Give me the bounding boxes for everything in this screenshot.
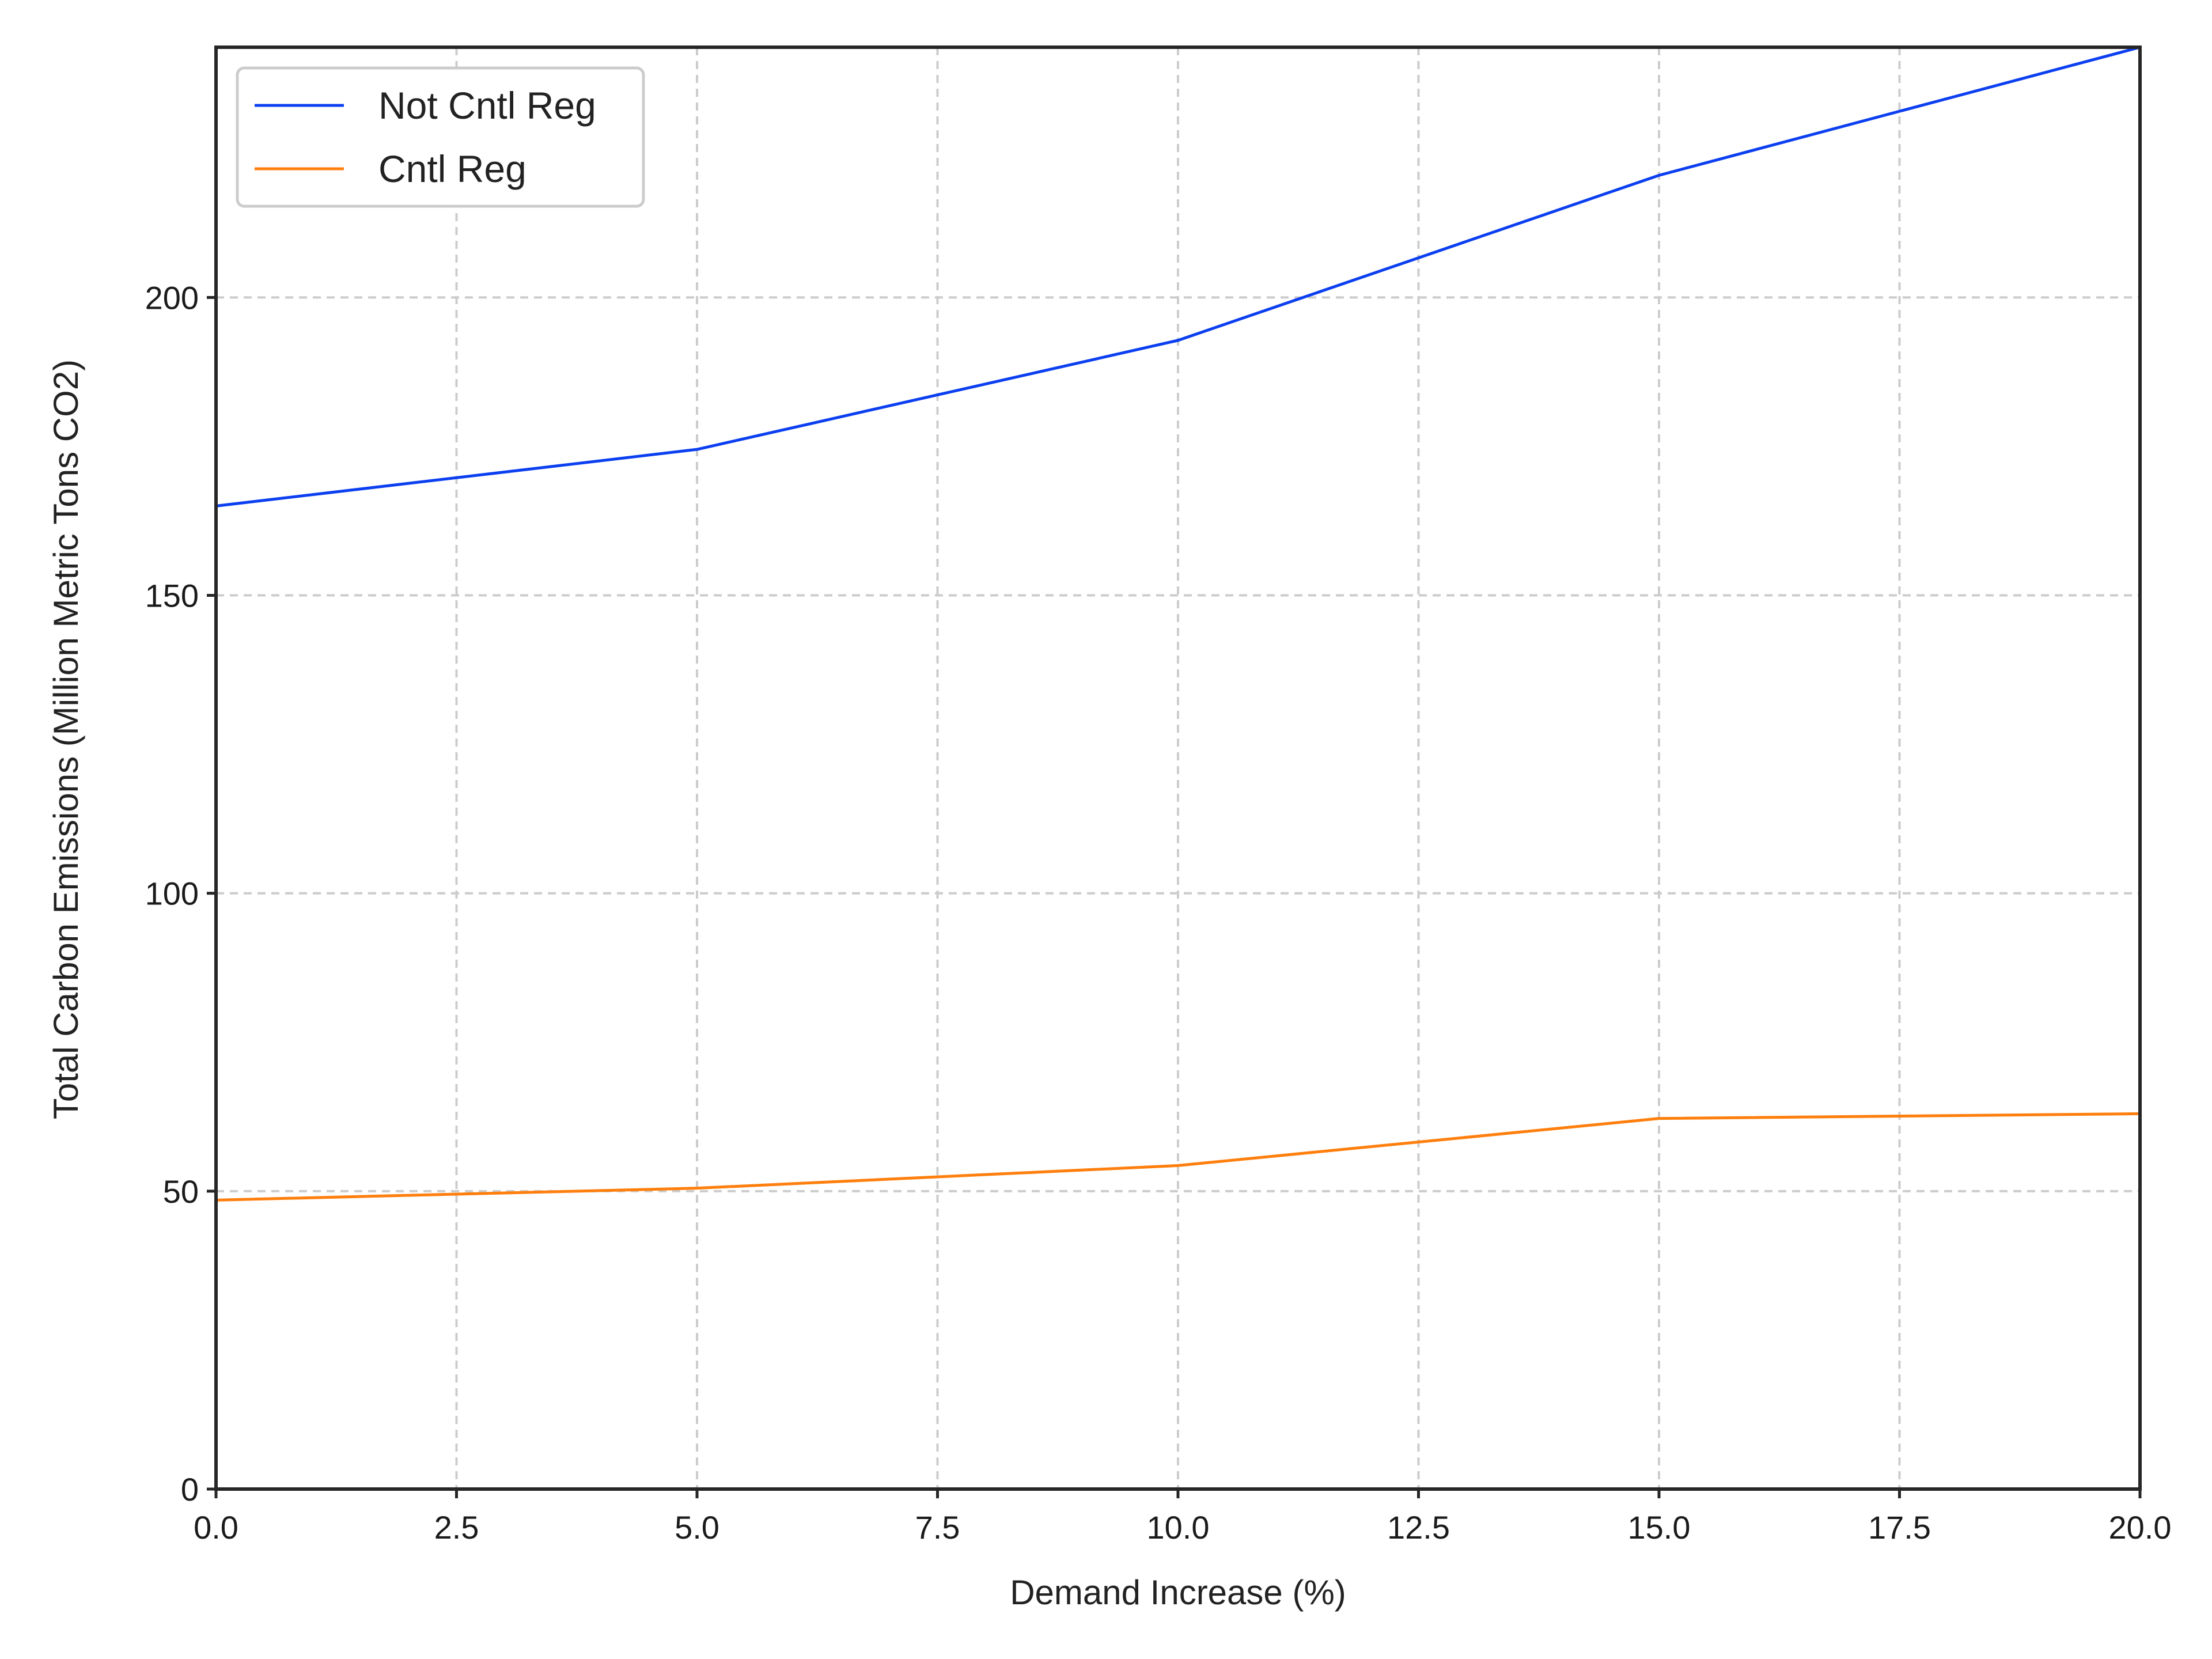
y-tick-label: 100	[145, 876, 199, 912]
x-tick-label: 2.5	[434, 1509, 479, 1546]
legend-label: Cntl Reg	[378, 147, 527, 190]
legend-box	[236, 66, 645, 208]
x-tick-label: 17.5	[1868, 1509, 1931, 1546]
y-tick-label: 50	[163, 1173, 199, 1210]
x-tick-label: 0.0	[194, 1509, 238, 1546]
x-tick-label: 12.5	[1387, 1509, 1450, 1546]
x-tick-label: 20.0	[2109, 1509, 2172, 1546]
series-lines	[215, 46, 2141, 1202]
x-tick-label: 10.0	[1147, 1509, 1210, 1546]
y-tick-label: 0	[181, 1471, 199, 1508]
x-axis-title: Demand Increase (%)	[1010, 1573, 1346, 1612]
legend-label: Not Cntl Reg	[378, 84, 596, 127]
y-axis-title: Total Carbon Emissions (Million Metric T…	[47, 359, 85, 1119]
y-tick-label: 150	[145, 578, 199, 614]
legend-entries: Not Cntl Reg Cntl Reg	[255, 84, 596, 190]
series-line-not-cntl-reg	[215, 46, 2141, 507]
axis-ticks: 0.0 2.5 5.0 7.5 10.0 12.5 15.0 17.5 20.0 0 50 100 15…	[145, 279, 2172, 1546]
x-tick-label: 7.5	[915, 1509, 960, 1546]
series-line-cntl-reg	[215, 1112, 2141, 1202]
x-tick-label: 5.0	[675, 1509, 719, 1546]
y-tick-label: 200	[145, 279, 199, 316]
x-tick-label: 15.0	[1628, 1509, 1691, 1546]
legend: Not Cntl Reg Cntl Reg	[236, 66, 645, 208]
